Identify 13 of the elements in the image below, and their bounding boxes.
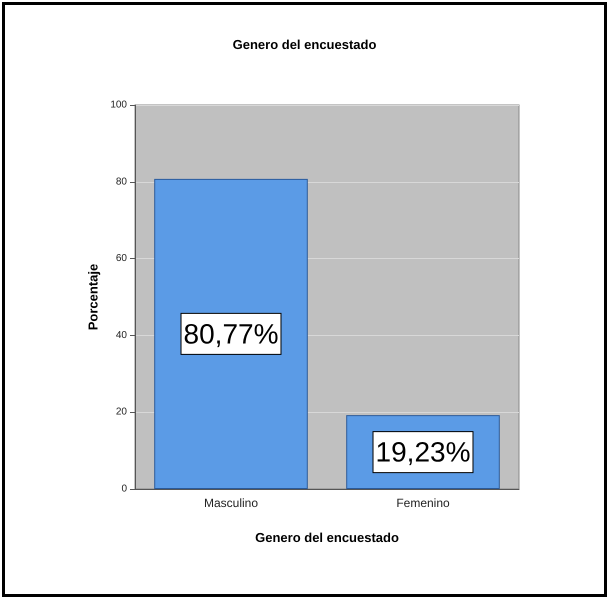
y-tick-label: 20 — [116, 406, 128, 418]
x-axis-title: Genero del encuestado — [255, 530, 399, 545]
data-label: 80,77% — [184, 318, 278, 350]
data-label: 19,23% — [376, 436, 470, 468]
y-tick-label: 60 — [116, 253, 128, 264]
y-tick-label: 40 — [116, 330, 128, 341]
x-tick-label: Femenino — [396, 496, 450, 510]
y-tick-label: 0 — [121, 484, 128, 494]
x-tick-label: Masculino — [204, 496, 258, 510]
y-axis-title: Porcentaje — [85, 264, 100, 330]
y-tick-label: 100 — [110, 100, 128, 110]
y-tick-label: 80 — [116, 176, 128, 188]
chart-title: Genero del encuestado — [232, 37, 376, 52]
